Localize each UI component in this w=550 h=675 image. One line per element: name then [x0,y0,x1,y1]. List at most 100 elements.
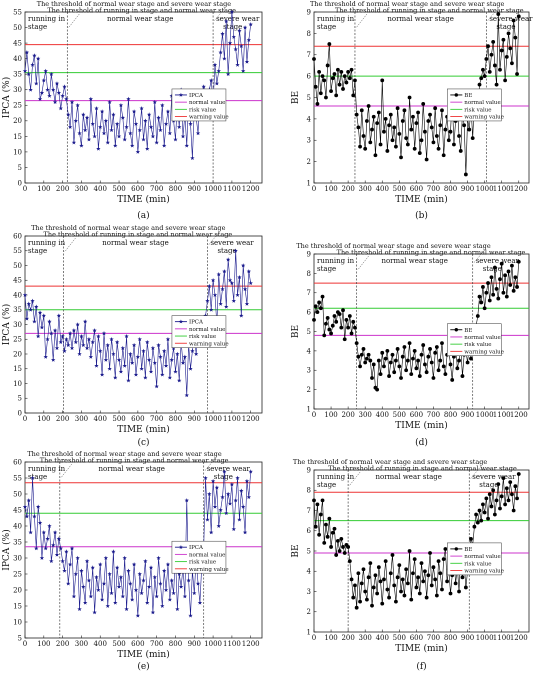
data-point [86,336,92,342]
y-tick-label: 8 [307,270,311,278]
data-point [225,257,231,262]
x-tick-label: 600 [131,415,144,423]
data-point [426,573,431,578]
data-point [378,372,383,377]
data-point [347,559,352,564]
data-point [417,374,422,378]
data-point [486,516,490,521]
data-point [39,555,45,560]
data-point [51,357,56,362]
data-point [431,140,436,145]
data-point [146,584,152,589]
data-point [513,275,518,280]
data-point [417,151,422,155]
data-point [414,121,419,126]
data-point [516,14,521,19]
data-point [41,530,46,535]
data-point [443,372,448,377]
data-point [39,90,45,95]
chart-panel-c: 0 100 200 300 400 500 600 700 800 900 1000 1100 1200… [1,224,263,448]
x-tick-label: 400 [376,411,389,419]
data-point [359,108,364,113]
data-point [498,506,502,511]
data-point [246,37,252,42]
data-point [443,547,448,551]
data-point [160,372,165,377]
data-point [371,585,376,590]
data-point [327,327,332,332]
data-point [347,314,352,318]
y-tick-label: 35 [13,306,22,314]
data-point [387,595,391,600]
data-point [392,125,397,130]
data-point [457,134,461,138]
legend-warning-label: warning value [189,341,229,347]
stage-severe-label: severe wear [210,239,254,247]
data-point [318,306,323,311]
data-point [486,281,490,285]
data-point [242,530,248,535]
x-tick-label: 300 [359,411,372,419]
legend-marker [454,547,458,551]
data-point [220,286,225,291]
data-point [188,613,193,618]
x-tick-label: 900 [188,415,201,423]
data-point [358,599,362,604]
stage-severe-label: stage [217,247,236,255]
data-point [364,356,369,361]
data-point [222,469,227,474]
data-point [313,304,318,309]
data-point [235,62,240,67]
data-point [400,119,405,123]
data-point [248,469,253,474]
x-axis-label: TIME (min) [395,194,447,205]
legend-series-label: BE [464,547,472,553]
data-point [141,578,146,583]
data-point [32,53,37,58]
y-tick-label: 15 [13,133,22,141]
data-point [146,112,152,117]
data-point [92,610,97,615]
data-point [498,67,502,72]
data-point [214,81,220,86]
data-point [135,613,141,618]
data-point [233,498,238,503]
data-point [177,378,182,383]
data-point [390,138,395,143]
y-tick-label: 7 [307,289,311,297]
data-point [184,393,189,398]
data-point [105,603,110,608]
data-point [312,317,316,322]
y-tick-label: 3 [307,137,311,145]
y-tick-label: 3 [307,588,311,596]
x-tick-label: 300 [359,185,372,193]
data-point [397,563,402,568]
legend-warning-label: warning value [464,569,504,575]
data-point [163,121,169,126]
data-point [64,336,69,342]
data-point [428,112,432,117]
running-annotation-leader [348,471,361,487]
data-point [402,108,407,113]
data-point [114,121,120,126]
x-tick-label: 600 [131,185,144,193]
data-point [347,76,352,81]
stage-severe-label: stage [223,23,242,31]
severe-annotation-leader [208,231,220,246]
data-point [214,485,220,490]
data-point [126,96,131,101]
x-tick-label: 400 [94,415,107,423]
data-point [62,84,67,89]
data-point [371,114,376,119]
data-point [434,593,439,598]
data-point [385,587,390,592]
data-point [440,108,444,113]
data-point [186,578,191,583]
data-point [205,517,210,522]
legend-normal-label: normal value [464,335,500,341]
data-point [54,81,60,86]
data-point [492,512,497,517]
data-point [503,502,508,507]
data-point [313,524,318,529]
data-point [375,121,380,126]
